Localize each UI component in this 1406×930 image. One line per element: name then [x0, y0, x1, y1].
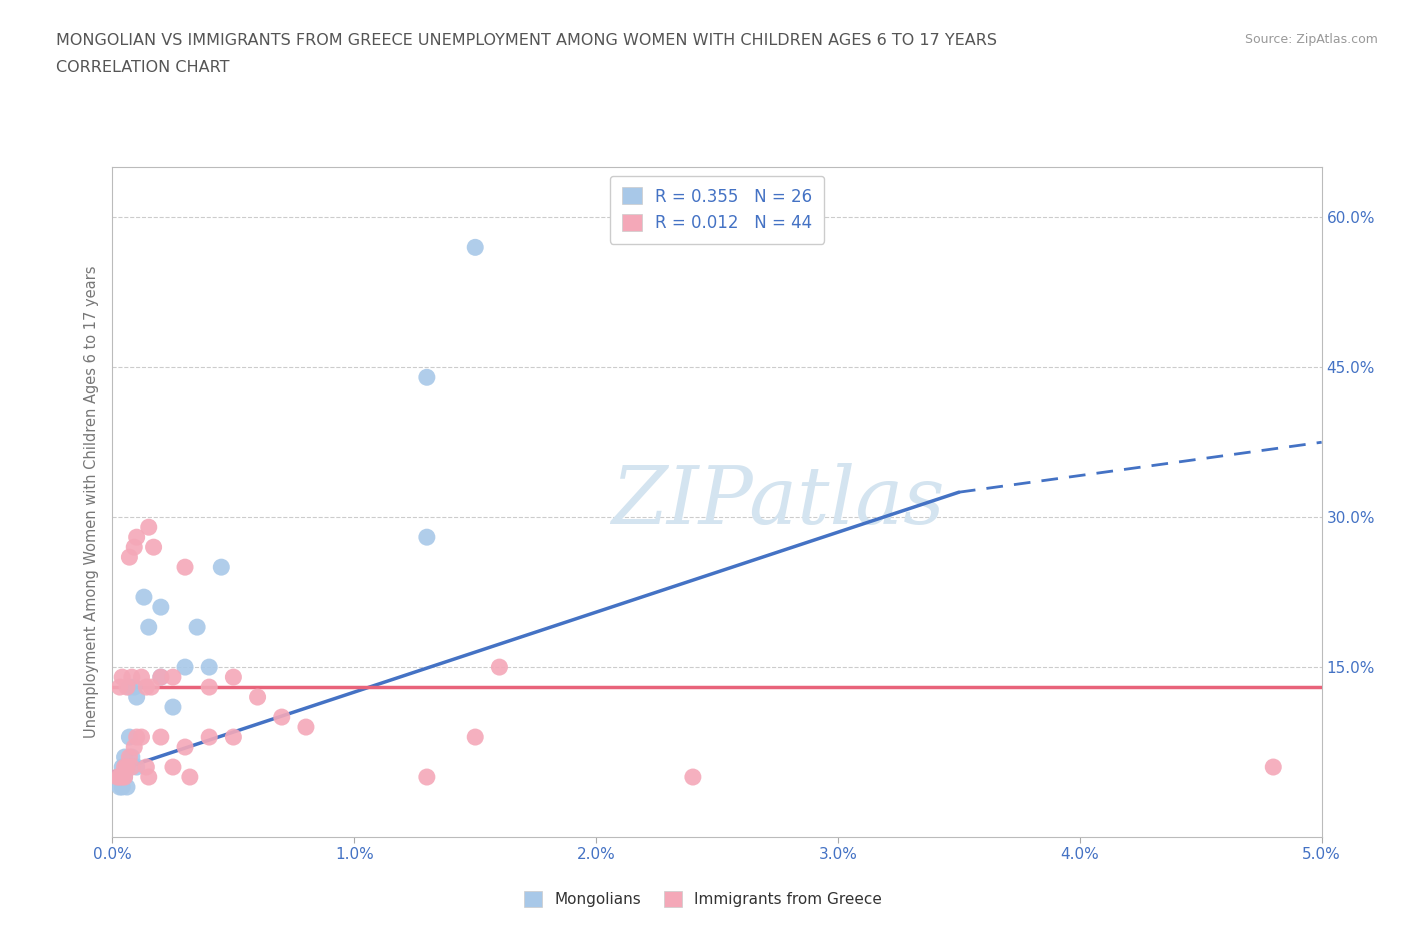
Point [114, 770, 136, 785]
Point [138, 520, 160, 535]
Point [122, 680, 145, 695]
Point [114, 770, 136, 785]
Point [111, 770, 134, 785]
Point [108, 770, 131, 785]
Point [108, 770, 131, 785]
Point [149, 730, 172, 745]
Point [118, 750, 141, 764]
Point [114, 760, 136, 775]
Point [108, 680, 131, 695]
Point [111, 779, 134, 794]
Point [114, 750, 136, 764]
Point [138, 619, 160, 634]
Point [125, 760, 148, 775]
Point [132, 590, 155, 604]
Point [174, 560, 197, 575]
Point [149, 600, 172, 615]
Point [121, 670, 143, 684]
Point [270, 710, 292, 724]
Point [121, 760, 143, 775]
Point [174, 659, 197, 674]
Point [174, 739, 197, 754]
Point [416, 530, 439, 545]
Point [118, 550, 141, 565]
Point [138, 770, 160, 785]
Point [122, 739, 145, 754]
Legend: Mongolians, Immigrants from Greece: Mongolians, Immigrants from Greece [517, 884, 889, 913]
Point [135, 680, 157, 695]
Point [198, 730, 221, 745]
Point [295, 720, 318, 735]
Text: CORRELATION CHART: CORRELATION CHART [56, 60, 229, 75]
Point [118, 730, 141, 745]
Point [488, 659, 510, 674]
Point [162, 760, 184, 775]
Point [121, 750, 143, 764]
Point [125, 730, 148, 745]
Point [246, 690, 269, 705]
Point [198, 680, 221, 695]
Text: Source: ZipAtlas.com: Source: ZipAtlas.com [1244, 33, 1378, 46]
Point [179, 770, 201, 785]
Point [108, 779, 131, 794]
Point [142, 539, 165, 554]
Point [125, 690, 148, 705]
Point [111, 670, 134, 684]
Point [682, 770, 704, 785]
Point [209, 560, 232, 575]
Text: MONGOLIAN VS IMMIGRANTS FROM GREECE UNEMPLOYMENT AMONG WOMEN WITH CHILDREN AGES : MONGOLIAN VS IMMIGRANTS FROM GREECE UNEM… [56, 33, 997, 47]
Point [115, 680, 138, 695]
Point [115, 760, 138, 775]
Point [1263, 760, 1285, 775]
Point [115, 760, 138, 775]
Point [135, 760, 157, 775]
Point [125, 530, 148, 545]
Point [149, 670, 172, 684]
Legend: R = 0.355   N = 26, R = 0.012   N = 44: R = 0.355 N = 26, R = 0.012 N = 44 [610, 176, 824, 244]
Point [198, 659, 221, 674]
Text: ZIPatlas: ZIPatlas [610, 463, 945, 541]
Point [464, 240, 486, 255]
Point [416, 370, 439, 385]
Point [111, 760, 134, 775]
Point [464, 730, 486, 745]
Point [162, 699, 184, 714]
Point [131, 670, 153, 684]
Point [118, 680, 141, 695]
Point [162, 670, 184, 684]
Point [416, 770, 439, 785]
Point [222, 670, 245, 684]
Point [186, 619, 208, 634]
Y-axis label: Unemployment Among Women with Children Ages 6 to 17 years: Unemployment Among Women with Children A… [84, 266, 100, 738]
Point [122, 539, 145, 554]
Point [115, 779, 138, 794]
Point [105, 770, 128, 785]
Point [141, 680, 163, 695]
Point [131, 730, 153, 745]
Point [149, 670, 172, 684]
Point [222, 730, 245, 745]
